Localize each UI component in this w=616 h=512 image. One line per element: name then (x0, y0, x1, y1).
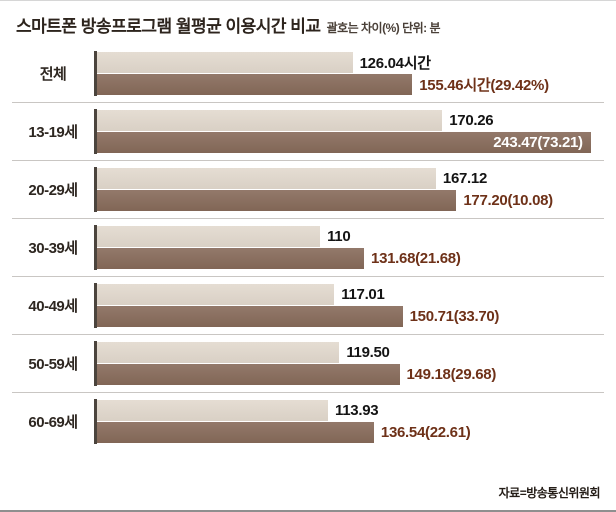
value-label: 167.12 (442, 170, 488, 187)
value-label: 155.46시간(29.42%) (419, 77, 549, 94)
bar-light (97, 342, 340, 363)
bar-group: 117.01 150.71(33.70) (94, 283, 604, 328)
bar-row: 131.68(21.68) (97, 248, 604, 269)
chart-header: 스마트폰 방송프로그램 월평균 이용시간 비교 괄호는 차이(%) 단위: 분 (0, 1, 616, 41)
age-group-row: 50-59세 119.50 149.18(29.68) (12, 335, 604, 393)
bar-light (97, 284, 335, 305)
value-label: 119.50 (346, 344, 390, 361)
age-group-row: 60-69세 113.93 136.54(22.61) (12, 393, 604, 450)
bar-dark (97, 248, 365, 269)
bar-group: 113.93 136.54(22.61) (94, 399, 604, 444)
age-group-row: 전체 126.04시간 155.46시간(29.42%) (12, 45, 604, 103)
category-label: 전체 (39, 66, 67, 83)
bar-light (97, 110, 443, 131)
value-label: 150.71(33.70) (409, 308, 500, 325)
bar-row: 113.93 (97, 400, 604, 421)
value-label: 149.18(29.68) (406, 366, 497, 383)
value-label: 113.93 (335, 402, 379, 419)
category-label: 40-49세 (28, 298, 78, 315)
category-label: 20-29세 (28, 182, 78, 199)
bar-row: 177.20(10.08) (97, 190, 604, 211)
bar-row: 155.46시간(29.42%) (97, 74, 604, 95)
age-group-row: 40-49세 117.01 150.71(33.70) (12, 277, 604, 335)
age-group-row: 20-29세 167.12 177.20(10.08) (12, 161, 604, 219)
bar-row: 110 (97, 226, 604, 247)
bar-light (97, 226, 321, 247)
bar-group: 167.12 177.20(10.08) (94, 167, 604, 212)
value-label: 131.68(21.68) (371, 250, 461, 267)
category-label: 60-69세 (28, 414, 78, 431)
value-label: 177.20(10.08) (463, 192, 553, 209)
chart-subtitle: 괄호는 차이(%) 단위: 분 (326, 21, 441, 35)
category-label: 13-19세 (28, 124, 78, 141)
bar-dark (97, 74, 413, 95)
value-label: 126.04시간 (359, 55, 431, 72)
bar-dark (97, 364, 400, 385)
bar-dark (97, 422, 374, 443)
value-label: 136.54(22.61) (380, 424, 471, 441)
bar-light (97, 168, 436, 189)
value-label: 110 (327, 228, 351, 245)
bar-row: 170.26 (97, 110, 604, 131)
bar-row: 167.12 (97, 168, 604, 189)
bar-row: 117.01 (97, 284, 604, 305)
bar-group: 170.26 243.47(73.21) (94, 109, 604, 154)
value-label: 117.01 (341, 286, 385, 303)
bar-group: 119.50 149.18(29.68) (94, 341, 604, 386)
bar-row: 136.54(22.61) (97, 422, 604, 443)
page-title: 스마트폰 방송프로그램 월평균 이용시간 비교 (16, 17, 321, 36)
bar-dark (97, 306, 403, 327)
value-label: 243.47(73.21) (493, 134, 583, 151)
bar-group: 126.04시간 155.46시간(29.42%) (94, 51, 604, 96)
bar-chart: 전체 126.04시간 155.46시간(29.42%) 13-19세 170.26 24… (12, 45, 604, 450)
age-group-row: 13-19세 170.26 243.47(73.21) (12, 103, 604, 161)
bar-dark: 243.47(73.21) (97, 132, 591, 153)
bar-row: 119.50 (97, 342, 604, 363)
category-label: 50-59세 (28, 356, 78, 373)
bar-dark (97, 190, 457, 211)
bar-row: 149.18(29.68) (97, 364, 604, 385)
bar-row: 243.47(73.21) (97, 132, 604, 153)
bar-light (97, 52, 353, 73)
source-credit: 자료=방송통신위원회 (498, 486, 601, 500)
bar-row: 150.71(33.70) (97, 306, 604, 327)
category-label: 30-39세 (28, 240, 78, 257)
bar-light (97, 400, 329, 421)
age-group-row: 30-39세 110 131.68(21.68) (12, 219, 604, 277)
bar-group: 110 131.68(21.68) (94, 225, 604, 270)
value-label: 170.26 (449, 112, 494, 129)
bar-row: 126.04시간 (97, 52, 604, 73)
